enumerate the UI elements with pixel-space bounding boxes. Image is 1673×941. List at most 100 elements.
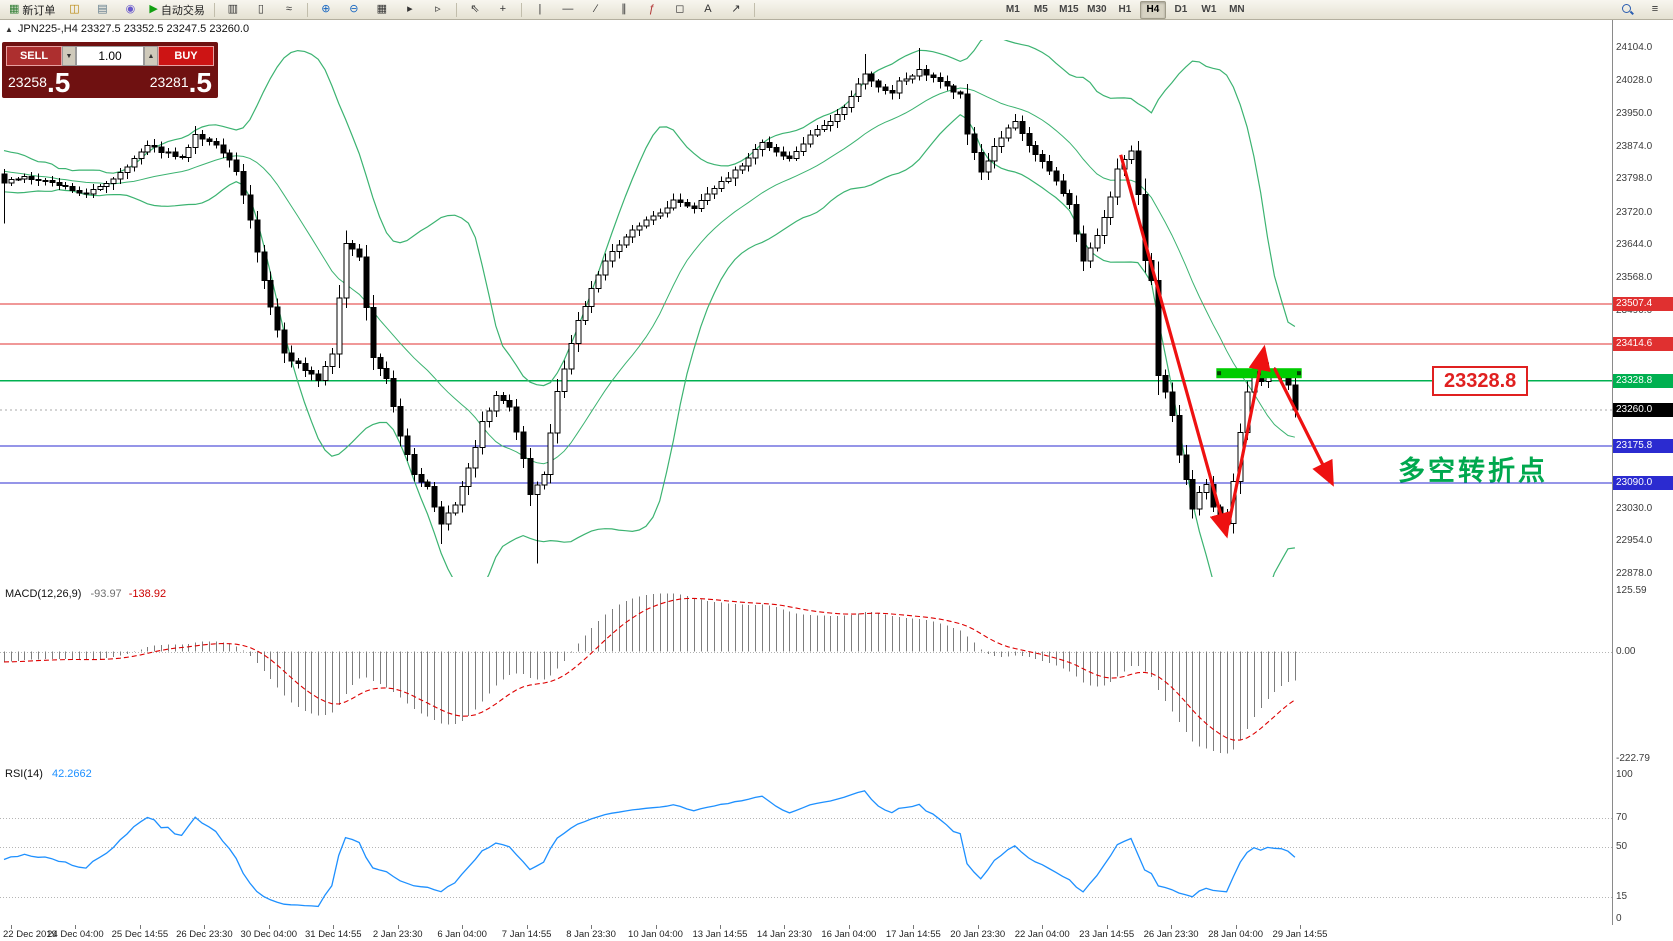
rsi-value: 42.2662 [51,768,92,780]
time-label: 6 Jan 04:00 [437,929,487,940]
zoom-out-icon-icon: ⊖ [349,3,359,15]
shapes-icon-button[interactable]: ◻ [667,1,693,19]
time-tick [333,925,334,929]
price-grid-label: 23644.0 [1616,239,1653,251]
search-button[interactable] [1614,1,1640,19]
menu-button[interactable]: ≡ [1642,1,1668,19]
auto-scroll-icon-button[interactable]: ▸ [397,1,423,19]
bar-chart-icon-button[interactable]: ▥ [220,1,246,19]
arrow-tools-icon-button[interactable]: ↗ [723,1,749,19]
trend-arrow [1119,154,1232,539]
timeframe-m5-button[interactable]: M5 [1033,4,1048,15]
time-tick [75,925,76,929]
volume-decrease-button[interactable]: ▼ [62,46,76,66]
time-axis[interactable]: 22 Dec 2019 24 Dec 04:00 25 Dec 14:55 26 De… [0,925,1673,941]
autotrade-button[interactable]: ▶ 自动交易 [145,1,208,19]
price-callout[interactable]: 23328.8 [1432,365,1529,396]
callout-text: 23328.8 [1444,369,1517,392]
time-label: 28 Jan 04:00 [1208,929,1264,940]
chart-window-icon-button[interactable]: ◫ [61,1,87,19]
timeframe-m1-button[interactable]: M1 [1005,4,1020,15]
macd-axis-label: 125.59 [1616,585,1647,596]
volume-input[interactable] [76,46,144,66]
price-line-label: 23328.8 [1613,373,1673,388]
time-label: 10 Jan 04:00 [628,929,683,940]
time-label: 26 Jan 23:30 [1143,929,1199,940]
price-axis[interactable]: 24104.0 24028.0 23950.0 23874.0 23798.0 23720… [1613,20,1673,585]
buy-button[interactable]: BUY [158,46,214,66]
menu-icon: ≡ [1651,3,1659,15]
time-tick [1300,925,1301,929]
timeframe-w1-button[interactable]: W1 [1201,4,1217,15]
time-label: 24 Dec 04:00 [47,929,104,940]
rsi-axis[interactable]: 100 70 50 15 0 [1613,765,1673,925]
macd-chart [0,593,1612,754]
rsi-panel[interactable]: 100 70 50 15 0 RSI(14) 42.2662 [0,765,1673,926]
time-label: 26 Dec 23:30 [176,929,233,940]
buy-price[interactable]: 23281.5 [150,68,212,97]
macd-value-signal: -138.92 [128,588,167,600]
trendline-icon-button[interactable]: ∕ [583,1,609,19]
time-label: 23 Jan 14:55 [1079,929,1135,940]
timeframe-d1-button[interactable]: D1 [1174,4,1188,15]
volume-increase-button[interactable]: ▲ [144,46,158,66]
crosshair-icon-button[interactable]: + [490,1,516,19]
macd-panel[interactable]: 125.59 0.00 -222.79 MACD(12,26,9) -93.97 -… [0,585,1673,766]
timeframe-mn-button[interactable]: MN [1229,4,1245,15]
trend-arrow [1227,344,1271,526]
rsi-axis-label: 100 [1616,769,1633,780]
shapes-icon-icon: ◻ [675,3,685,15]
text-icon-button[interactable]: A [695,1,721,19]
price-grid-label: 23798.0 [1616,173,1653,185]
macd-label: MACD(12,26,9) -93.97 -138.92 [5,588,166,600]
channel-icon-icon: ∥ [621,3,627,15]
sell-button[interactable]: SELL [6,46,62,66]
time-tick [1042,925,1043,929]
vertical-line-icon-button[interactable]: | [527,1,553,19]
zoom-in-icon-button[interactable]: ⊕ [313,1,339,19]
price-chart[interactable] [0,20,1612,585]
time-label: 16 Jan 04:00 [821,929,877,940]
cursor-icon-button[interactable]: ⇖ [462,1,488,19]
symbol-ohlc-text: JPN225-,H4 23327.5 23352.5 23247.5 23260… [17,23,250,35]
macd-value-main: -93.97 [90,588,122,600]
fibonacci-icon-button[interactable]: ƒ [639,1,665,19]
axis-separator [1612,20,1613,925]
zoom-out-icon-button[interactable]: ⊖ [341,1,367,19]
horizontal-line-icon-button[interactable]: — [555,1,581,19]
annotation-note[interactable]: 多空转折点 [1398,456,1548,487]
zoom-in-icon-icon: ⊕ [321,3,331,15]
timeframe-h1-button[interactable]: H1 [1118,4,1132,15]
line-chart-icon-button[interactable]: ≈ [276,1,302,19]
chart-shift-icon-button[interactable]: ▹ [425,1,451,19]
chart-annotations[interactable] [1119,154,1334,539]
arrow-tools-icon-icon: ↗ [731,3,741,15]
time-label: 7 Jan 14:55 [501,929,552,940]
bollinger-bands [3,40,1296,577]
candlestick-chart-icon-button[interactable]: ▯ [248,1,274,19]
new-order-button[interactable]: ▦ 新订单 [5,1,59,19]
auto-scroll-icon-icon: ▸ [407,3,413,15]
main-chart-panel[interactable]: 24104.0 24028.0 23950.0 23874.0 23798.0 23720… [0,20,1673,586]
time-label: 13 Jan 14:55 [692,929,748,940]
vertical-line-icon-icon: | [538,3,542,15]
new-order-button-label: 新订单 [22,4,56,17]
price-grid-label: 22954.0 [1616,535,1653,547]
horizontal-lines[interactable] [0,303,1612,484]
sell-price-main: 23258 [8,74,47,90]
time-tick [784,925,785,929]
print-icon-button[interactable]: ▤ [89,1,115,19]
sell-price[interactable]: 23258.5 [8,68,70,97]
timeframe-h4-button[interactable]: H4 [1139,0,1166,19]
time-label: 17 Jan 14:55 [885,929,941,940]
time-tick [398,925,399,929]
sound-icon-button[interactable]: ◉ [117,1,143,19]
tile-windows-icon-button[interactable]: ▦ [369,1,395,19]
time-tick [527,925,528,929]
new-order-icon: ▦ [9,3,20,15]
timeframe-m15-button[interactable]: M15 [1059,4,1079,15]
macd-axis[interactable]: 125.59 0.00 -222.79 [1613,585,1673,765]
channel-icon-button[interactable]: ∥ [611,1,637,19]
timeframe-m30-button[interactable]: M30 [1087,4,1107,15]
search-icon [1621,3,1634,16]
